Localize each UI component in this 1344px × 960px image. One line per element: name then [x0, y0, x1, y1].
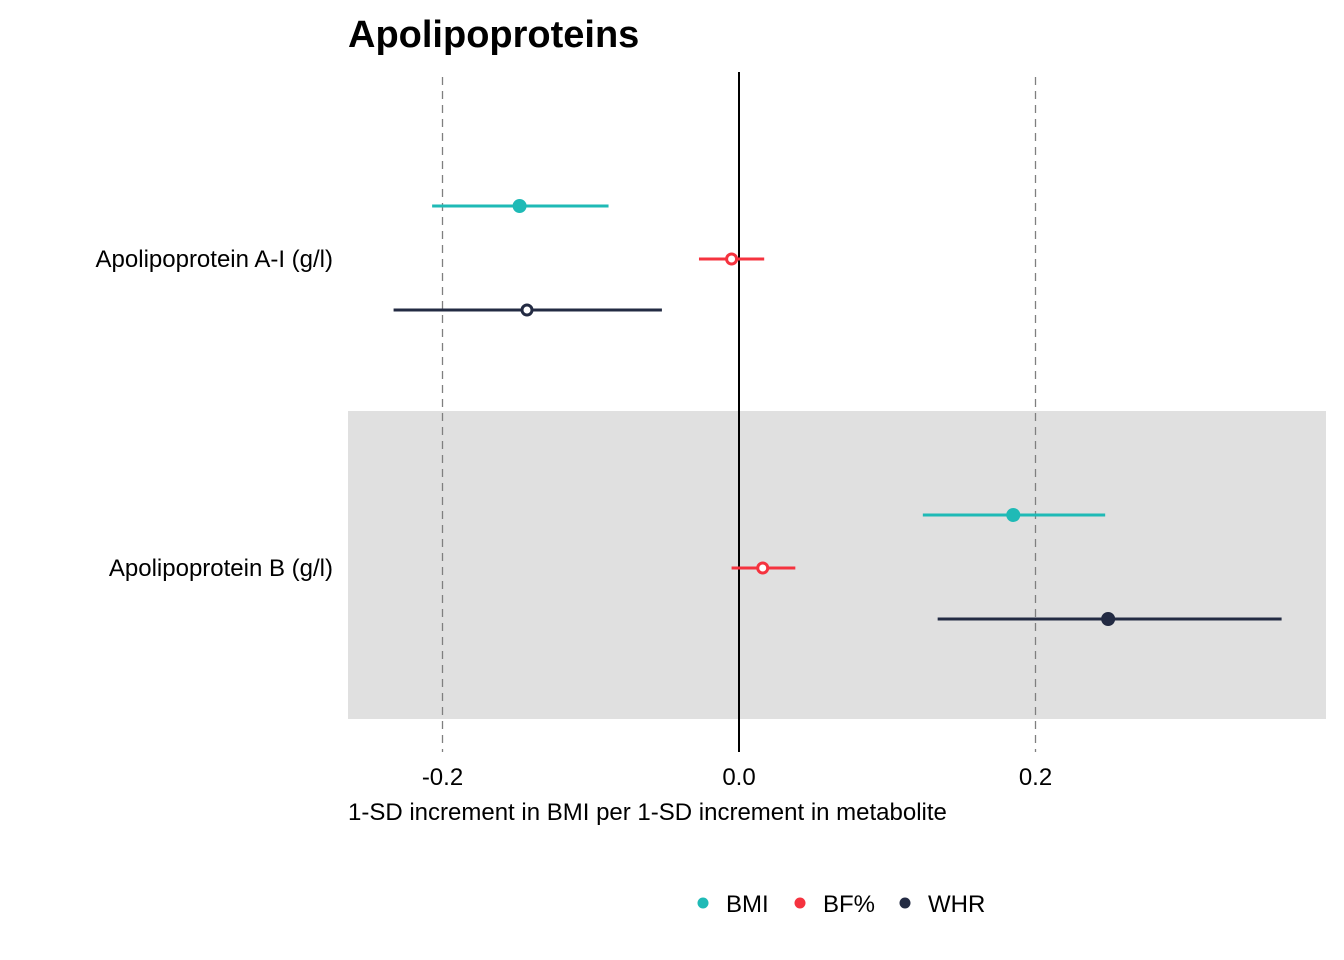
legend-key [794, 897, 806, 909]
x-tick-label: 0.0 [722, 764, 755, 791]
legend-label: BF% [823, 891, 875, 918]
legend-key [697, 897, 709, 909]
x-tick-label: -0.2 [422, 764, 463, 791]
legend-label: BMI [726, 891, 769, 918]
point-estimate [1101, 612, 1116, 626]
y-category-label: Apolipoprotein B (g/l) [109, 555, 333, 582]
legend: BMI BF% WHR [697, 891, 985, 918]
point-estimate [756, 561, 770, 575]
chart-title: Apolipoproteins [348, 14, 639, 56]
legend-label: WHR [928, 891, 985, 918]
point-estimate [512, 199, 527, 213]
reference-lines [441, 72, 1037, 752]
x-tick-label: 0.2 [1019, 764, 1052, 791]
category-bands [348, 411, 1326, 719]
shaded-band [348, 411, 1326, 719]
y-axis-labels: Apolipoprotein A-I (g/l) Apolipoprotein B… [96, 246, 333, 582]
point-estimate [520, 303, 534, 317]
point-estimate [725, 252, 739, 266]
legend-key [899, 897, 911, 909]
y-category-label: Apolipoprotein A-I (g/l) [96, 246, 333, 273]
x-axis-title: 1-SD increment in BMI per 1-SD increment… [348, 799, 947, 826]
point-estimate [1006, 508, 1021, 522]
x-axis-ticks: -0.2 0.0 0.2 [422, 764, 1052, 791]
data-marks [393, 199, 1282, 626]
